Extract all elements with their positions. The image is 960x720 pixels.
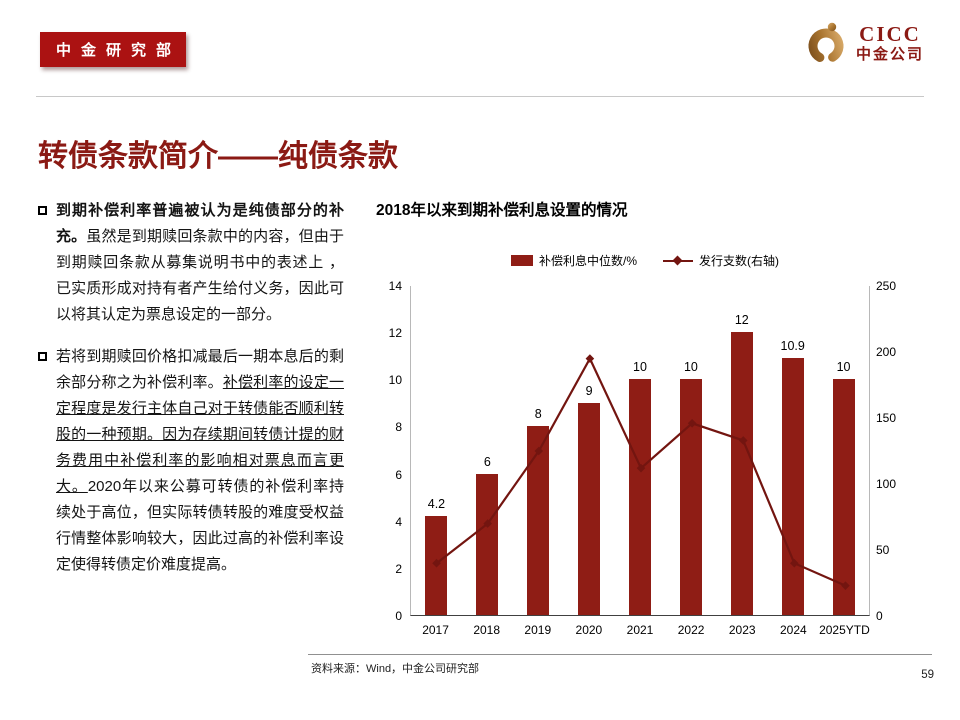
left-axis-tick: 2 bbox=[395, 561, 402, 576]
source-note: 资料来源：Wind，中金公司研究部 bbox=[311, 663, 480, 675]
bar-cell: 12 bbox=[716, 286, 767, 615]
bar-value-label: 10 bbox=[633, 360, 647, 375]
right-axis-tick: 100 bbox=[876, 477, 897, 491]
bar bbox=[629, 379, 651, 615]
x-axis-label: 2021 bbox=[626, 623, 654, 637]
diamond-marker-icon bbox=[672, 255, 683, 265]
right-axis-tick: 200 bbox=[876, 345, 897, 359]
x-axis-label: 2025YTD bbox=[819, 623, 870, 637]
right-axis-tick: 50 bbox=[876, 543, 890, 557]
bar-cell: 10 bbox=[818, 286, 869, 615]
x-axis-labels: 2017 2018 2019 2020 2021 2022 2023 2024 2025YTD bbox=[410, 623, 870, 637]
bullet-square-icon bbox=[38, 206, 47, 215]
line-series bbox=[432, 354, 850, 590]
text-segment: 2020年以来公募可转债的补偿利率持续处于高位，但实际转债转股的难度受权益行情整… bbox=[56, 478, 344, 573]
x-axis-label: 2023 bbox=[728, 623, 756, 637]
header-divider bbox=[36, 96, 924, 97]
bullet-text: 到期补偿利率普遍被认为是纯债部分的补充。虽然是到期赎回条款中的内容，但由于到期赎… bbox=[56, 198, 344, 328]
bar-value-label: 12 bbox=[734, 313, 749, 328]
combo-chart: 14 12 10 8 6 4 2 0 4.2 6 8 9 10 10 12 10.9 10 250 200 150… bbox=[376, 279, 916, 656]
bar-cell: 10 bbox=[615, 286, 666, 615]
bar-cell: 9 bbox=[564, 286, 615, 615]
bar-series: 4.2 6 8 9 10 10 12 10.9 10 bbox=[411, 286, 869, 615]
bar bbox=[730, 332, 753, 615]
cicc-logo: CICC 中金公司 bbox=[805, 20, 924, 66]
bar bbox=[476, 473, 499, 615]
x-axis-label: 2018 bbox=[473, 623, 501, 637]
bar-cell: 6 bbox=[462, 286, 513, 615]
bar-value-label: 10 bbox=[836, 360, 851, 375]
legend-label-bar: 补偿利息中位数/% bbox=[538, 254, 637, 268]
bullet-item: 若将到期赎回价格扣减最后一期本息后的剩余部分称之为补偿利率。补偿利率的设定一定程… bbox=[38, 344, 344, 578]
bar bbox=[679, 379, 702, 615]
right-axis-tick: 0 bbox=[876, 609, 883, 623]
left-axis-tick: 6 bbox=[395, 467, 402, 482]
x-axis-label: 2017 bbox=[422, 623, 449, 637]
bullet-text: 若将到期赎回价格扣减最后一期本息后的剩余部分称之为补偿利率。补偿利率的设定一定程… bbox=[56, 344, 344, 578]
x-axis-label: 2020 bbox=[575, 623, 603, 637]
legend-item-bar: 补偿利息中位数/% bbox=[510, 252, 637, 269]
logo-text: CICC 中金公司 bbox=[856, 23, 924, 63]
department-badge: 中金研究部 bbox=[40, 32, 187, 67]
legend-label-line: 发行支数(右轴) bbox=[699, 254, 779, 268]
text-segment: 补偿利率的设定一定程度是发行主体自己对于转债能否顺利转股的一种预期。因为存续期间… bbox=[56, 374, 344, 495]
chart-title: 2018年以来到期补偿利息设置的情况 bbox=[376, 202, 628, 219]
bullet-item: 到期补偿利率普遍被认为是纯债部分的补充。虽然是到期赎回条款中的内容，但由于到期赎… bbox=[38, 198, 344, 328]
text-segment: 到期补偿利率普遍被认为是纯债部分的补充。 bbox=[56, 202, 344, 245]
x-axis-label: 2024 bbox=[779, 623, 807, 637]
bar-value-label: 4.2 bbox=[427, 497, 446, 511]
logo-brand: CICC bbox=[859, 22, 921, 47]
cicc-logo-icon bbox=[808, 22, 844, 64]
right-axis-tick: 150 bbox=[876, 411, 897, 425]
bar-value-label: 9 bbox=[585, 383, 593, 398]
page-number: 59 bbox=[921, 669, 934, 681]
left-axis-tick: 14 bbox=[388, 279, 402, 293]
plot-area: 4.2 6 8 9 10 10 12 10.9 10 bbox=[410, 286, 870, 616]
text-segment: 虽然是到期赎回条款中的内容，但由于到期赎回条款从募集说明书中的表述上 ，已实质形… bbox=[56, 228, 344, 323]
logo-company: 中金公司 bbox=[855, 46, 924, 64]
bar bbox=[527, 426, 550, 615]
footer-divider bbox=[308, 654, 932, 655]
bar-value-label: 10 bbox=[683, 360, 698, 375]
left-axis-tick: 0 bbox=[395, 609, 402, 623]
left-axis-ticks: 14 12 10 8 6 4 2 0 bbox=[376, 279, 402, 623]
bar-cell: 8 bbox=[513, 286, 564, 615]
line-swatch-icon bbox=[663, 255, 693, 265]
bar-value-label: 10.9 bbox=[780, 339, 805, 354]
left-axis-tick: 4 bbox=[395, 514, 402, 529]
left-axis-tick: 10 bbox=[388, 373, 402, 388]
left-axis-tick: 12 bbox=[388, 326, 402, 341]
bar-value-label: 6 bbox=[483, 454, 491, 469]
x-axis-label: 2022 bbox=[677, 623, 705, 637]
bullet-square-icon bbox=[38, 352, 47, 361]
left-axis-tick: 8 bbox=[395, 420, 402, 435]
bar-cell: 10.9 bbox=[767, 286, 818, 615]
bar-cell: 10 bbox=[665, 286, 716, 615]
right-axis-tick: 250 bbox=[876, 279, 897, 293]
bullet-list: 到期补偿利率普遍被认为是纯债部分的补充。虽然是到期赎回条款中的内容，但由于到期赎… bbox=[38, 198, 344, 594]
x-axis-label: 2019 bbox=[524, 623, 552, 637]
chart-legend: 补偿利息中位数/% 发行支数(右轴) bbox=[410, 252, 880, 269]
bar bbox=[781, 358, 804, 615]
text-segment: 若将到期赎回价格扣减最后一期本息后的剩余部分称之为补偿利率。 bbox=[56, 348, 344, 391]
bar bbox=[832, 379, 855, 615]
bar bbox=[578, 402, 601, 615]
legend-item-line: 发行支数(右轴) bbox=[663, 252, 779, 269]
right-axis-ticks: 250 200 150 100 50 0 bbox=[876, 279, 910, 623]
page-title: 转债条款简介——纯债条款 bbox=[38, 140, 398, 173]
bar-value-label: 8 bbox=[534, 407, 542, 422]
bar-swatch-icon bbox=[510, 255, 533, 266]
